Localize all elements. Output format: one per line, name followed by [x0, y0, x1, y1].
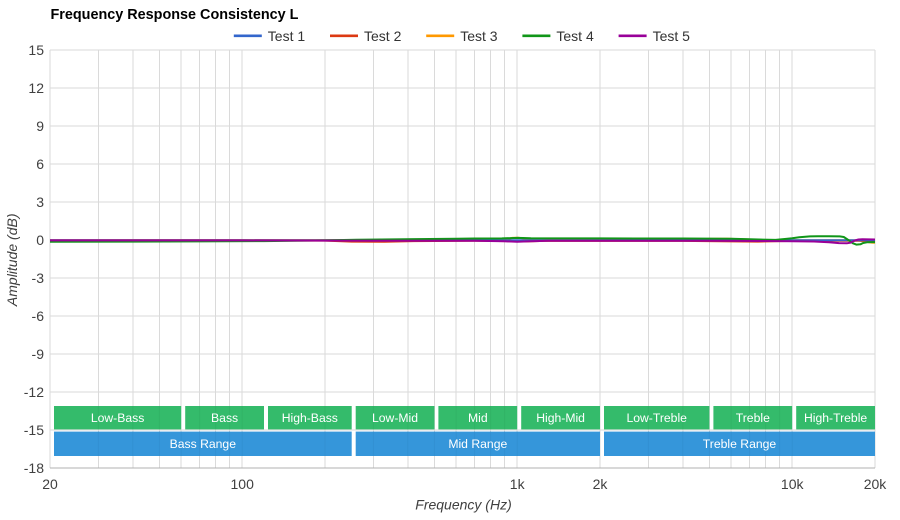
svg-text:Bass Range: Bass Range — [170, 437, 237, 451]
svg-text:Test 3: Test 3 — [460, 28, 498, 44]
svg-text:Low-Mid: Low-Mid — [372, 411, 418, 425]
svg-text:Mid Range: Mid Range — [448, 437, 507, 451]
svg-text:Test 5: Test 5 — [653, 28, 691, 44]
svg-text:Test 1: Test 1 — [268, 28, 306, 44]
svg-text:9: 9 — [36, 118, 44, 134]
svg-text:Low-Treble: Low-Treble — [626, 411, 687, 425]
svg-text:100: 100 — [231, 476, 255, 492]
svg-text:0: 0 — [36, 232, 44, 248]
svg-text:-6: -6 — [32, 308, 45, 324]
svg-text:High-Bass: High-Bass — [282, 411, 338, 425]
svg-text:3: 3 — [36, 194, 44, 210]
svg-text:1k: 1k — [510, 476, 526, 492]
svg-text:Test 4: Test 4 — [556, 28, 594, 44]
svg-text:Frequency (Hz): Frequency (Hz) — [415, 496, 511, 512]
svg-text:Amplitude (dB): Amplitude (dB) — [4, 214, 20, 308]
svg-text:High-Treble: High-Treble — [804, 411, 867, 425]
svg-text:-18: -18 — [24, 460, 44, 476]
svg-text:15: 15 — [28, 42, 44, 58]
svg-text:20: 20 — [42, 476, 58, 492]
svg-text:-9: -9 — [32, 346, 45, 362]
svg-text:Test 2: Test 2 — [364, 28, 402, 44]
svg-text:12: 12 — [28, 80, 44, 96]
svg-text:10k: 10k — [781, 476, 805, 492]
svg-text:Low-Bass: Low-Bass — [91, 411, 145, 425]
svg-text:Frequency Response Consistency: Frequency Response Consistency L — [51, 7, 299, 23]
svg-text:-12: -12 — [24, 384, 44, 400]
svg-text:Treble Range: Treble Range — [703, 437, 777, 451]
svg-text:Treble: Treble — [736, 411, 770, 425]
svg-text:High-Mid: High-Mid — [536, 411, 585, 425]
svg-text:-15: -15 — [24, 422, 44, 438]
svg-text:Mid: Mid — [468, 411, 488, 425]
svg-text:Bass: Bass — [211, 411, 238, 425]
svg-text:6: 6 — [36, 156, 44, 172]
svg-text:20k: 20k — [864, 476, 888, 492]
svg-text:2k: 2k — [593, 476, 609, 492]
svg-text:-3: -3 — [32, 270, 45, 286]
